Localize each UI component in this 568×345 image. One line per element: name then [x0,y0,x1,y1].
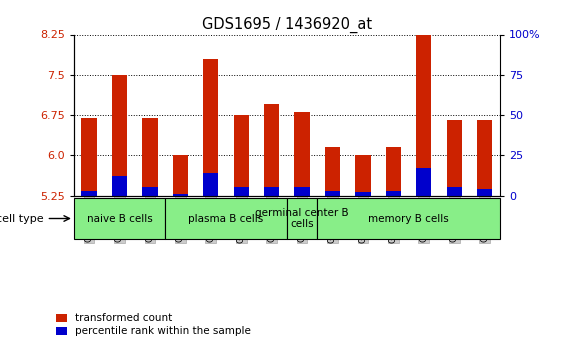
Bar [81,191,97,196]
Title: GDS1695 / 1436920_at: GDS1695 / 1436920_at [202,17,372,33]
Bar [112,176,127,196]
Bar [233,115,249,196]
Bar [81,118,97,196]
Bar [477,189,492,196]
Text: memory B cells: memory B cells [368,214,449,224]
Bar [264,187,279,196]
Bar [173,194,188,196]
Bar [143,187,157,196]
Bar [287,198,318,239]
Bar [264,104,279,196]
Bar [318,198,500,239]
Bar [386,147,401,196]
Bar [356,192,370,196]
Bar [325,191,340,196]
Bar [416,168,431,196]
Bar [74,198,165,239]
Bar [416,16,431,196]
Bar [294,112,310,196]
Bar [203,173,218,196]
Bar [386,191,401,196]
Bar [477,120,492,196]
Bar [112,75,127,196]
Bar [143,118,157,196]
Bar [173,155,188,196]
Legend: transformed count, percentile rank within the sample: transformed count, percentile rank withi… [56,313,251,336]
Bar [356,155,370,196]
Text: plasma B cells: plasma B cells [189,214,264,224]
Text: naive B cells: naive B cells [86,214,152,224]
Text: cell type: cell type [0,214,43,224]
Text: germinal center B
cells: germinal center B cells [255,208,349,229]
Bar [325,147,340,196]
Bar [165,198,287,239]
Bar [233,187,249,196]
Bar [294,187,310,196]
Bar [446,120,462,196]
Bar [203,59,218,196]
Bar [446,187,462,196]
